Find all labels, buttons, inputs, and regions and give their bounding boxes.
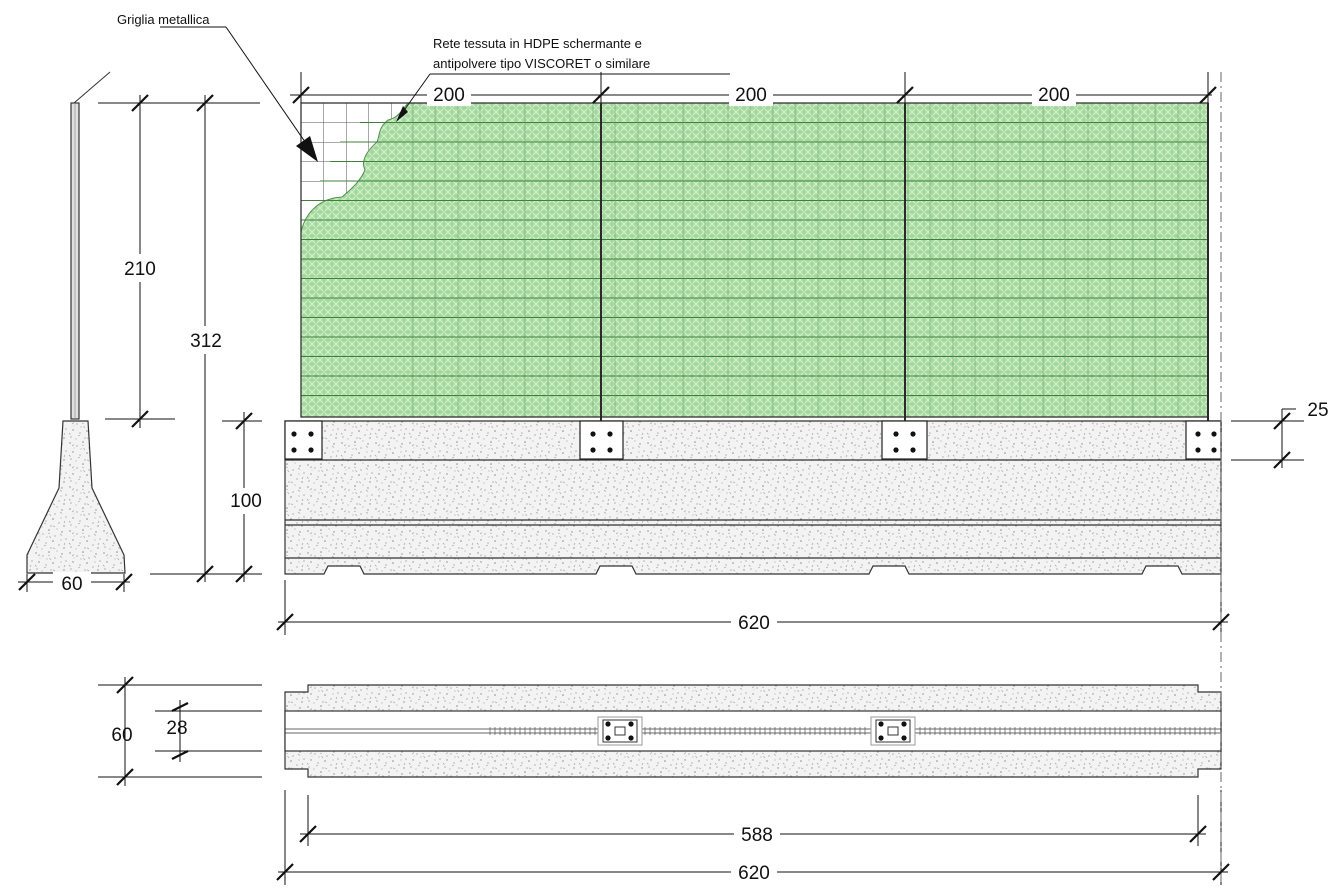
mesh-lines — [301, 122, 1208, 396]
metal-grid-label: Griglia metallica — [117, 12, 210, 27]
dimension-ticks — [18, 86, 1291, 881]
text-knockouts — [53, 84, 1076, 883]
dim-top-offset: 25 — [1307, 400, 1328, 421]
plan-view — [284, 684, 1222, 778]
concrete-base-elevation — [284, 420, 1222, 575]
dim-base-width: 60 — [61, 574, 82, 595]
grid-arrow-head — [296, 136, 318, 162]
side-section — [26, 71, 126, 574]
dim-plan-inner-length: 588 — [741, 825, 773, 846]
dim-panel-3: 200 — [1038, 85, 1070, 106]
hdpe-net — [300, 102, 1209, 418]
base-plate-4 — [1185, 420, 1222, 460]
hdpe-net-label-line2: antipolvere tipo VISCORET o similare — [433, 56, 650, 71]
hdpe-arrow-head — [396, 106, 408, 122]
dim-plan-slot: 28 — [166, 718, 187, 739]
base-plate-1 — [284, 420, 323, 460]
dim-panel-2: 200 — [735, 85, 767, 106]
base-section — [26, 420, 126, 574]
dim-plan-total-length: 620 — [738, 863, 770, 884]
dim-base-height: 100 — [230, 491, 262, 512]
dim-post-height: 210 — [124, 259, 156, 280]
plan-plate-2 — [870, 716, 916, 746]
dim-plan-width: 60 — [111, 725, 132, 746]
mesh-vertical-lines — [412, 103, 1201, 417]
dim-total-height: 312 — [190, 331, 222, 352]
base-plate-3 — [881, 420, 928, 460]
base-plate-2 — [579, 420, 624, 460]
plan-net-hatch — [489, 727, 1216, 735]
dim-total-length-elevation: 620 — [738, 613, 770, 634]
plan-plate-1 — [597, 716, 643, 746]
elevation-view — [284, 102, 1222, 575]
plan-slot — [284, 710, 1222, 752]
dim-panel-1: 200 — [433, 85, 465, 106]
hdpe-net-label-line1: Rete tessuta in HDPE schermante e — [433, 36, 642, 51]
